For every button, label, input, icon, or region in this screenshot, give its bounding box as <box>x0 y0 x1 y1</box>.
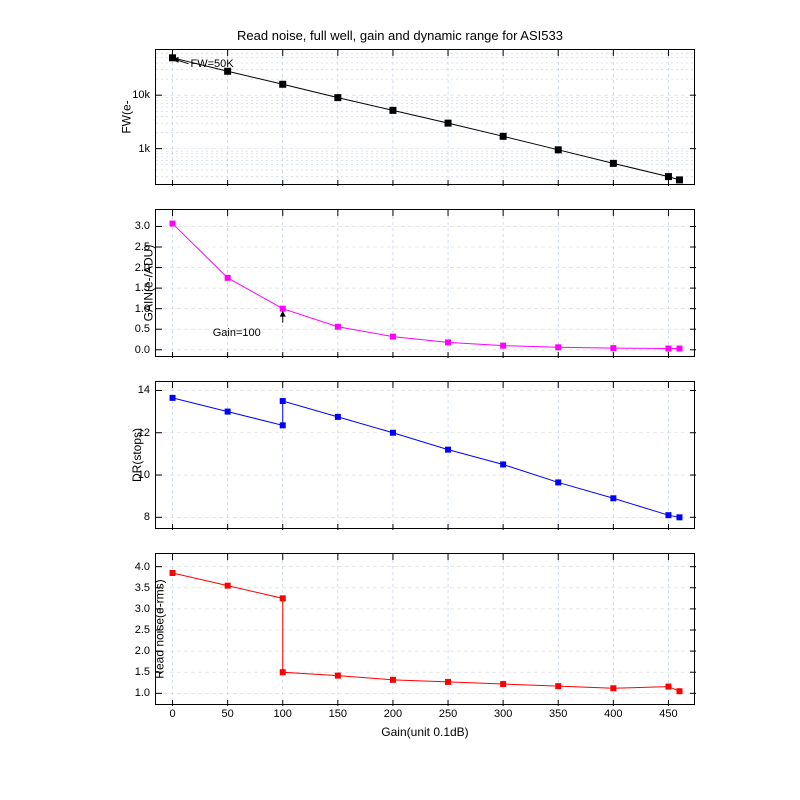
ytick-label: 8 <box>144 511 156 523</box>
ytick-label: 1.0 <box>135 687 156 699</box>
ytick-label: 1.5 <box>135 282 156 294</box>
xtick-label: 400 <box>604 704 622 720</box>
plot-rn <box>156 554 696 706</box>
ytick-label: 12 <box>138 427 156 439</box>
ytick-label: 3.0 <box>135 603 156 615</box>
xtick-label: 250 <box>439 704 457 720</box>
panel-dr: DR(stops)8101214 <box>155 381 695 529</box>
ytick-label: 1.0 <box>135 303 156 315</box>
xtick-label: 300 <box>494 704 512 720</box>
panel-rn: Read noise(e-rms)1.01.52.02.53.03.54.005… <box>155 553 695 705</box>
xtick-label: 350 <box>549 704 567 720</box>
ytick-label: 2.0 <box>135 645 156 657</box>
ytick-label: 10 <box>138 469 156 481</box>
ytick-label: 1.5 <box>135 666 156 678</box>
ytick-label: 4.0 <box>135 561 156 573</box>
chart-title: Read noise, full well, gain and dynamic … <box>0 0 800 49</box>
xtick-label: 200 <box>384 704 402 720</box>
ytick-label: 10k <box>132 89 156 101</box>
ytick-label: 1k <box>138 143 156 155</box>
xaxis-label: Gain(unit 0.1dB) <box>155 725 695 739</box>
ytick-label: 3.0 <box>135 220 156 232</box>
xtick-label: 150 <box>329 704 347 720</box>
ytick-label: 2.0 <box>135 262 156 274</box>
ylabel-fw: FW(e- <box>120 100 134 133</box>
xtick-label: 0 <box>169 704 175 720</box>
ytick-label: 14 <box>138 384 156 396</box>
annotation-gain: Gain=100 <box>213 327 261 339</box>
ytick-label: 2.5 <box>135 624 156 636</box>
annotation-fw: FW=50K <box>191 58 234 70</box>
plot-dr <box>156 382 696 530</box>
ytick-label: 3.5 <box>135 582 156 594</box>
ytick-label: 0.0 <box>135 344 156 356</box>
panel-fw: FW(e-1k10kFW=50K <box>155 49 695 185</box>
plot-fw <box>156 50 696 186</box>
ytick-label: 0.5 <box>135 323 156 335</box>
xtick-label: 100 <box>274 704 292 720</box>
panel-gain: GAIN(e-/ADU)0.00.51.01.52.02.53.0Gain=10… <box>155 209 695 357</box>
ytick-label: 2.5 <box>135 241 156 253</box>
chart-stack: FW(e-1k10kFW=50K GAIN(e-/ADU)0.00.51.01.5… <box>155 49 695 739</box>
xtick-label: 50 <box>222 704 234 720</box>
xtick-label: 450 <box>659 704 677 720</box>
